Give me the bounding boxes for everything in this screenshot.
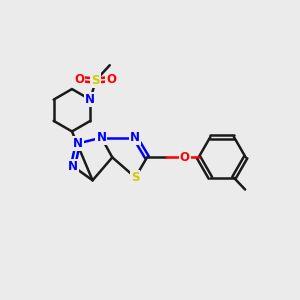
Text: N: N bbox=[130, 131, 140, 144]
Text: S: S bbox=[92, 74, 100, 87]
Text: N: N bbox=[85, 93, 95, 106]
Text: N: N bbox=[73, 137, 83, 150]
Text: N: N bbox=[96, 131, 106, 144]
Text: O: O bbox=[74, 73, 84, 85]
Text: N: N bbox=[68, 160, 78, 173]
Text: O: O bbox=[180, 151, 190, 164]
Text: O: O bbox=[106, 73, 116, 85]
Text: S: S bbox=[131, 171, 140, 184]
